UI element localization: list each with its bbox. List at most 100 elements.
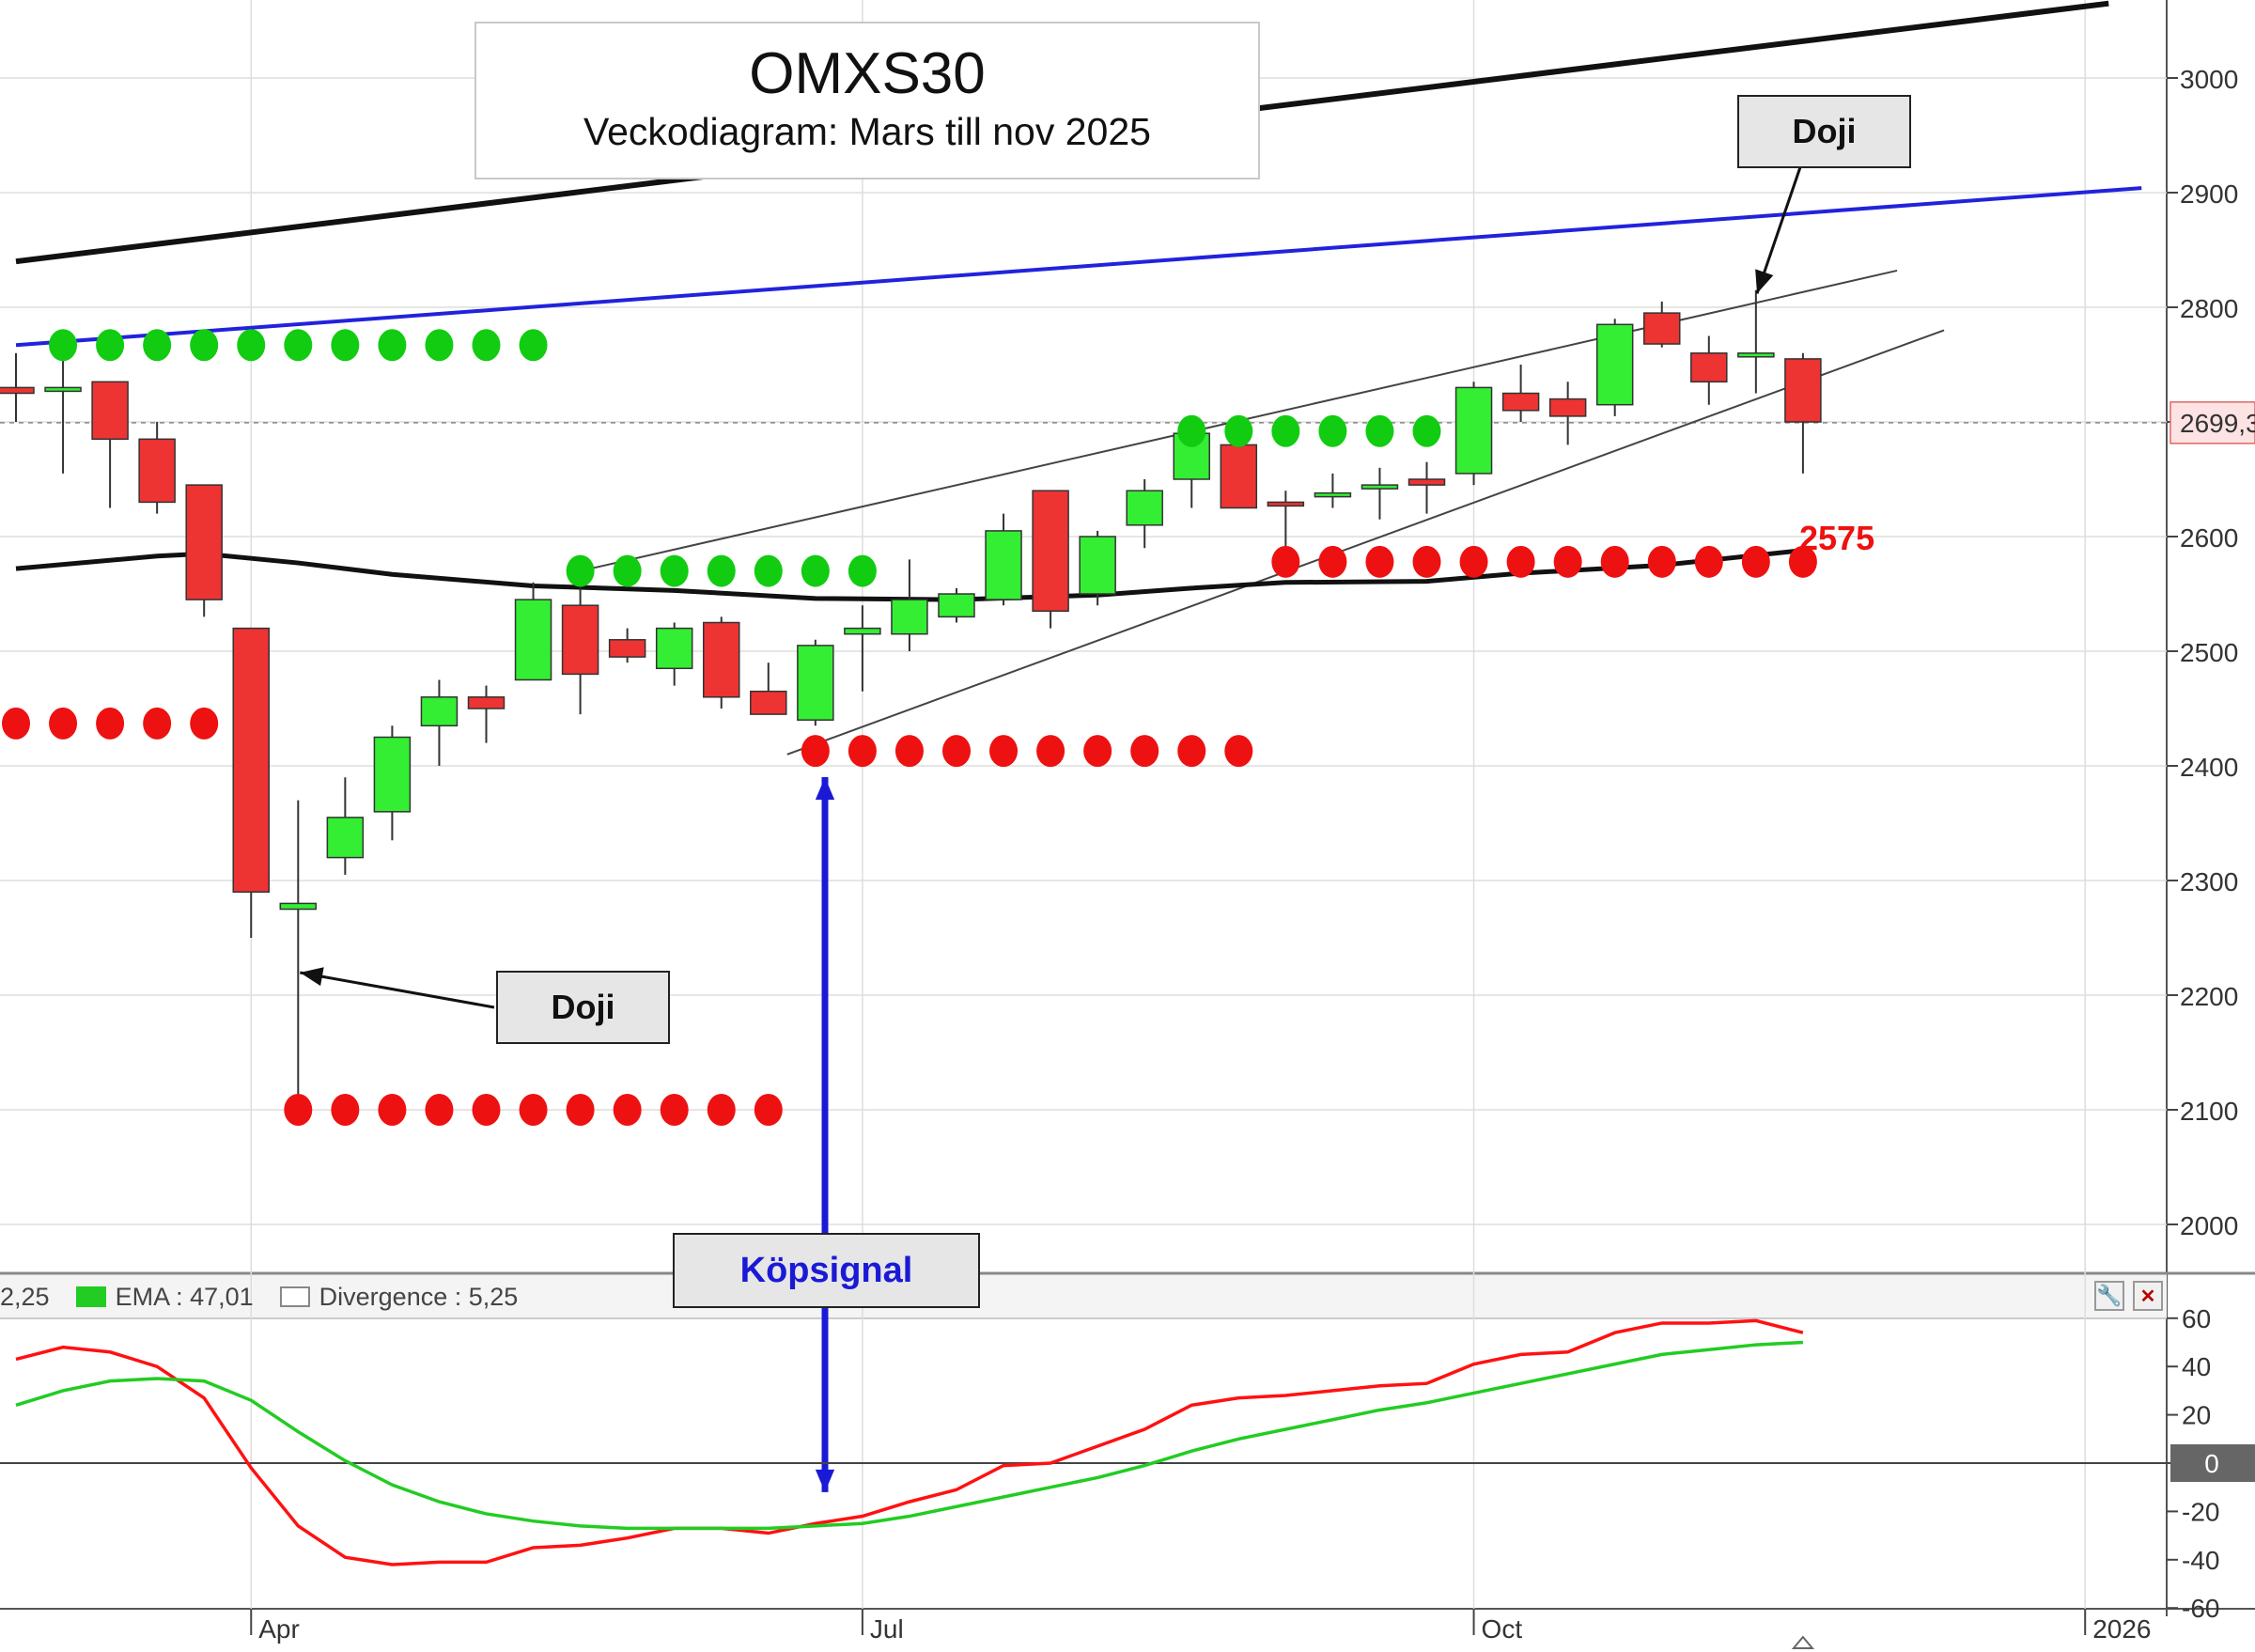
candle-body	[1126, 490, 1163, 526]
sar-dot-red	[1318, 545, 1347, 578]
candlesticks	[0, 289, 1822, 1110]
sar-dot-red	[942, 735, 971, 768]
scroll-up-icon	[1791, 1635, 1815, 1649]
candle-body	[1079, 536, 1116, 595]
candle-body	[703, 621, 740, 698]
ind-y-tick-label: 60	[2182, 1304, 2211, 1333]
candle	[0, 352, 35, 422]
y-tick-label: 2400	[2180, 753, 2238, 782]
sar-dot-red	[519, 1094, 548, 1126]
sar-dot-red	[1741, 545, 1770, 578]
candle-body	[1267, 501, 1305, 507]
x-tick-label: Jul	[870, 1614, 904, 1644]
y-tick-label: 2200	[2180, 982, 2238, 1011]
sar-dot-red	[1130, 735, 1159, 768]
price-axis: 2000210022002300240025002600270028002900…	[2167, 65, 2255, 1240]
sar-dot-red	[425, 1094, 454, 1126]
candle-body	[1454, 386, 1493, 475]
ind-y-tick-label: 0	[2204, 1449, 2219, 1478]
candle-body	[1361, 484, 1399, 490]
y-tick-label: 2900	[2180, 179, 2238, 209]
last-price-box	[2169, 401, 2255, 444]
candle-body	[373, 736, 412, 813]
candle	[797, 639, 834, 726]
legend-ema-label: EMA : 47,01	[115, 1282, 254, 1311]
ema-swatch-icon	[75, 1286, 106, 1307]
candle	[844, 605, 881, 692]
sar-dot-red	[1459, 545, 1488, 578]
candle-body	[985, 530, 1022, 600]
doji-low-arrow	[300, 971, 495, 1009]
sar-dot-green	[425, 329, 454, 362]
sar-dot-red	[1083, 735, 1112, 768]
sar-dot-red	[1412, 545, 1441, 578]
trend-line-blue	[15, 186, 2142, 348]
candle	[750, 662, 787, 715]
candle	[1737, 289, 1775, 394]
ind-y-tick-label: -60	[2182, 1594, 2219, 1623]
indicator-panel: -60 -40 -20 0 20 40 60	[0, 1304, 2255, 1623]
macd-line	[15, 1318, 1804, 1566]
candle-body	[467, 696, 505, 709]
sar-dot-green	[284, 329, 313, 362]
candle	[891, 559, 928, 651]
sar-dot-red	[660, 1094, 689, 1126]
sar-dot-red	[1036, 735, 1065, 768]
candle	[608, 628, 646, 663]
sar-dot-red	[284, 1094, 313, 1126]
ind-zero-box	[2170, 1444, 2255, 1482]
candle	[1032, 490, 1069, 629]
candle-body	[91, 381, 129, 441]
candle	[91, 381, 129, 508]
candle	[1501, 365, 1540, 422]
candle	[138, 422, 176, 514]
candle	[1454, 382, 1493, 486]
sar-dot-red	[331, 1094, 360, 1126]
doji-top-arrow	[1755, 164, 1803, 294]
sar-dot-red	[378, 1094, 407, 1126]
sar-dot-red	[472, 1094, 501, 1126]
candle	[1361, 467, 1399, 520]
buy-signal-arrow-down-head	[815, 1469, 835, 1492]
x-tick-label: 2026	[2092, 1614, 2151, 1644]
sar-dot-red	[989, 735, 1019, 768]
sar-dot-red	[1694, 545, 1723, 578]
candle-body	[1643, 312, 1681, 345]
candle-body	[1595, 323, 1634, 406]
ind-y-tick-label: 40	[2182, 1352, 2211, 1381]
time-axis: Apr Jul Oct 2026	[250, 1609, 2151, 1649]
sar-dot-red	[566, 1094, 595, 1126]
candle-body	[750, 690, 787, 715]
candle-body	[279, 902, 318, 911]
grid-lines	[0, 0, 2255, 1616]
candle-body	[797, 645, 834, 721]
ema-line	[15, 1340, 1803, 1531]
candle-body	[420, 696, 459, 727]
candle	[561, 587, 599, 715]
candle-body	[608, 639, 646, 658]
close-icon[interactable]: ✕	[2133, 1281, 2163, 1311]
trend-line-channel_bottom	[786, 329, 1945, 756]
candle-body	[0, 386, 35, 395]
sar-dot-green	[801, 554, 830, 587]
sar-dot-red	[754, 1094, 783, 1126]
sar-dot-red	[143, 707, 172, 740]
sar-dot-green	[1271, 414, 1300, 447]
sar-dot-green	[190, 329, 219, 362]
wrench-icon[interactable]: 🔧	[2094, 1281, 2124, 1311]
sar-dot-red	[1553, 545, 1582, 578]
candle-body	[1314, 491, 1352, 498]
sar-dot-green	[707, 554, 736, 587]
sar-dot-red	[613, 1094, 642, 1126]
candle	[655, 622, 693, 686]
y-tick-label: 2500	[2180, 638, 2238, 667]
doji-callout-top: Doji	[1737, 95, 1911, 168]
candle	[1267, 491, 1305, 549]
ind-y-tick-label: -20	[2182, 1497, 2219, 1526]
sar-dot-green	[143, 329, 172, 362]
candle-body	[1032, 490, 1069, 613]
sar-dot-red	[1647, 545, 1676, 578]
sar-dots	[2, 329, 1817, 1126]
candle	[232, 627, 270, 938]
